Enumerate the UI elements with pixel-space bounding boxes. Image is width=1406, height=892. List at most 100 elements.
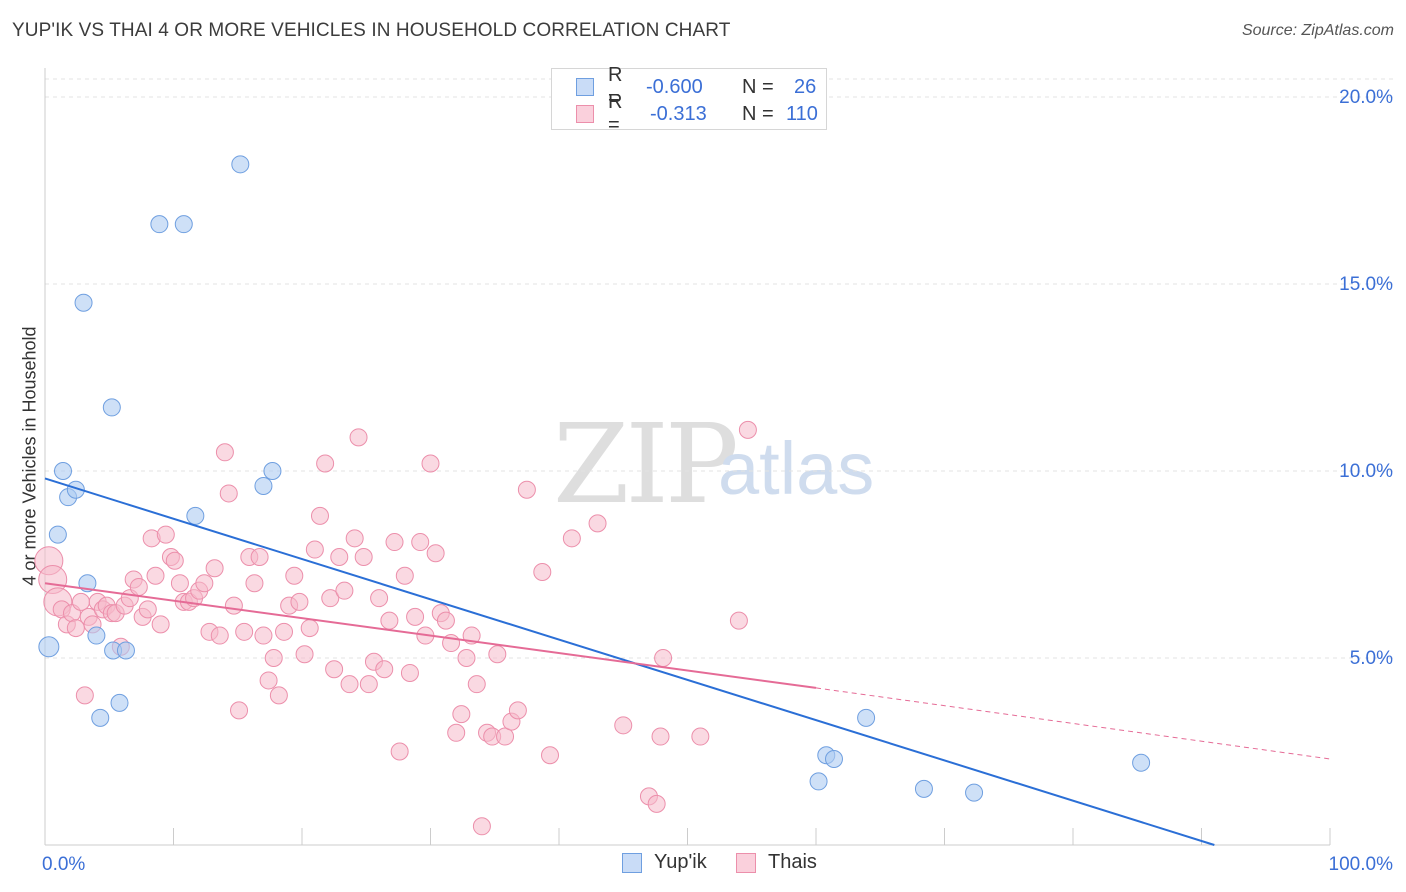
n-label: N = [742, 75, 774, 98]
data-point-thais [170, 574, 189, 593]
trend-line-thais-extension [815, 687, 1331, 760]
chart-title: YUP'IK VS THAI 4 OR MORE VEHICLES IN HOU… [12, 20, 731, 41]
data-point-thais [224, 596, 243, 615]
data-point-thais [156, 525, 175, 544]
data-point-thais [541, 746, 560, 765]
data-point-thais [230, 701, 249, 720]
data-point-thais [467, 675, 486, 694]
data-point-thais [310, 506, 329, 525]
data-point-thais [452, 705, 471, 724]
data-point-yupik [231, 155, 250, 174]
data-point-yupik [824, 749, 843, 768]
data-point-yupik [186, 506, 205, 525]
yupik-legend-icon [622, 852, 642, 873]
data-point-thais [71, 592, 90, 611]
data-point-yupik [254, 476, 273, 495]
data-point-thais [349, 428, 368, 447]
series-legend: Yup'ik Thais [0, 851, 1406, 877]
data-point-thais [165, 551, 184, 570]
data-point-thais [285, 566, 304, 585]
n-label: N = [742, 102, 774, 125]
data-point-thais [385, 533, 404, 552]
data-point-thais [321, 589, 340, 608]
legend-row-thais: R = -0.313 N = 110 [576, 91, 818, 136]
data-point-thais [345, 529, 364, 548]
data-point-yupik [965, 783, 984, 802]
data-point-thais [210, 626, 229, 645]
data-point-thais [651, 727, 670, 746]
series-yupik [38, 155, 1151, 802]
data-point-thais [195, 574, 214, 593]
r-label: R = [608, 91, 623, 136]
data-point-thais [205, 559, 224, 578]
axes [44, 68, 1331, 846]
data-point-thais [447, 723, 466, 742]
data-point-thais [254, 626, 273, 645]
n-value: 110 [786, 102, 818, 125]
data-point-thais [138, 600, 157, 619]
data-point-thais [654, 649, 673, 667]
data-point-thais [245, 574, 264, 593]
data-point-thais [275, 622, 294, 641]
trend-lines [44, 477, 1331, 846]
data-point-thais [259, 671, 278, 690]
data-point-thais [370, 589, 389, 608]
data-point-thais [250, 548, 269, 567]
data-point-thais [219, 484, 238, 503]
data-point-thais [316, 454, 335, 473]
data-point-thais [436, 611, 455, 630]
data-point-thais [375, 660, 394, 679]
data-point-thais [488, 645, 507, 664]
legend-item-thais[interactable]: Thais [736, 851, 817, 874]
legend-item-yupik[interactable]: Yup'ik [622, 851, 707, 874]
r-value: -0.600 [646, 75, 703, 98]
thais-legend-icon [736, 852, 756, 873]
x-tick-label: 0.0% [42, 854, 85, 875]
legend-label-yupik: Yup'ik [654, 851, 707, 873]
data-point-thais [472, 817, 491, 836]
n-value: 26 [794, 75, 817, 98]
yupik-swatch-icon [576, 78, 594, 96]
r-value: -0.313 [650, 102, 707, 125]
data-point-thais [129, 577, 148, 596]
data-point-thais [517, 480, 536, 499]
data-point-thais [411, 533, 430, 552]
watermark-atlas: atlas [718, 427, 875, 510]
data-point-thais [390, 742, 409, 761]
data-point-thais [264, 649, 283, 667]
data-point-yupik [914, 779, 933, 798]
data-point-thais [562, 529, 581, 548]
data-point-thais [691, 727, 710, 746]
y-tick-label: 15.0% [1339, 274, 1393, 295]
y-tick-label: 10.0% [1339, 461, 1393, 482]
data-point-thais [421, 454, 440, 473]
data-point-yupik [110, 693, 129, 712]
data-point-thais [235, 622, 254, 641]
data-point-thais [354, 548, 373, 567]
data-point-thais [426, 544, 445, 563]
correlation-legend: R = -0.600 N = 26 R = -0.313 N = 110 [551, 64, 827, 136]
data-point-yupik [74, 293, 93, 312]
data-point-yupik [857, 708, 876, 727]
data-point-thais [588, 514, 607, 533]
thais-swatch-icon [576, 105, 594, 123]
data-point-thais [75, 686, 94, 705]
data-point-yupik [66, 480, 85, 499]
data-point-yupik [48, 525, 67, 544]
data-point-thais [330, 548, 349, 567]
data-point-yupik [174, 215, 193, 234]
data-point-thais [325, 660, 344, 679]
data-point-thais [729, 611, 748, 630]
data-point-thais [496, 727, 515, 746]
data-point-thais [295, 645, 314, 664]
r-label: R = [608, 64, 623, 109]
data-point-yupik [38, 636, 60, 658]
data-point-thais [300, 619, 319, 638]
data-point-yupik [53, 462, 72, 480]
data-point-thais [269, 686, 288, 705]
data-point-thais [738, 420, 757, 439]
data-point-thais [614, 716, 633, 735]
data-point-yupik [809, 772, 828, 791]
data-point-thais [335, 581, 354, 600]
